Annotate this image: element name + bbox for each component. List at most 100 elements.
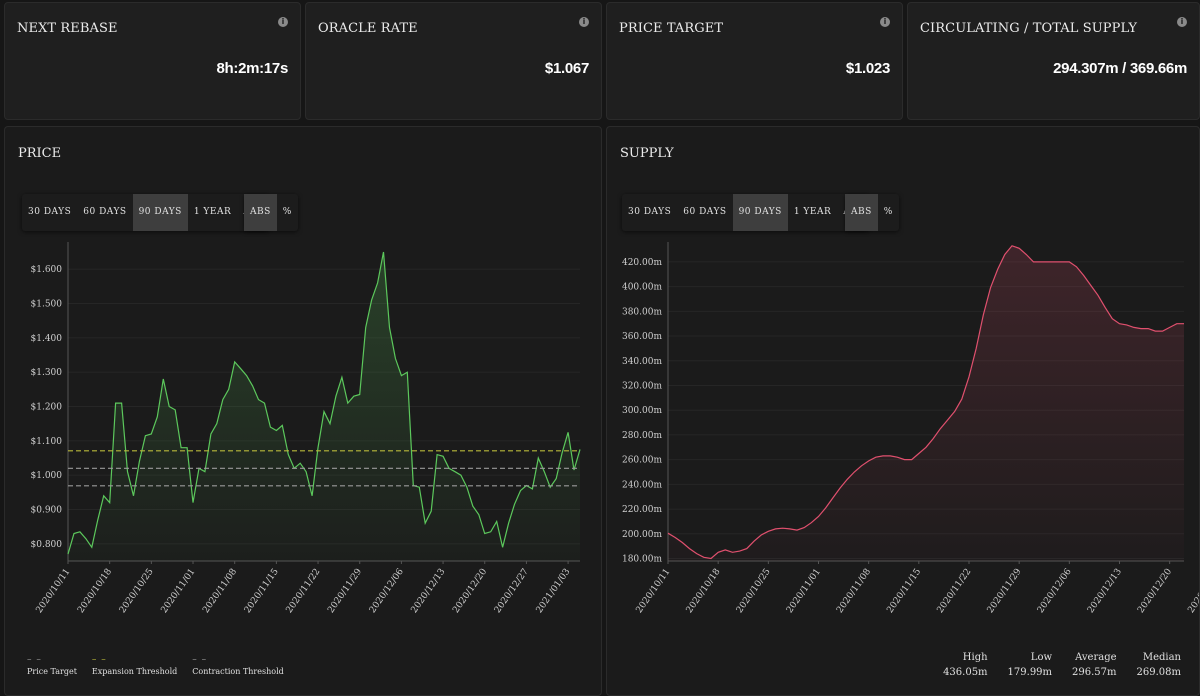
- x-tick-label: 2020/12/06: [368, 567, 406, 615]
- y-tick-label: $1.000: [31, 471, 63, 481]
- price-target-card: PRICE TARGET i $1.023: [606, 2, 903, 120]
- mode-selector: ABS %: [244, 194, 298, 231]
- range-60-days-button[interactable]: 60 DAYS: [83, 207, 127, 217]
- panel-title: SUPPLY: [620, 146, 674, 161]
- x-tick-label: 2021/01/03: [535, 567, 573, 615]
- x-tick-label: 2020/11/01: [785, 567, 823, 615]
- y-tick-label: 400.00m: [622, 283, 662, 293]
- y-tick-label: $1.300: [31, 368, 63, 378]
- series-area: [68, 252, 580, 561]
- info-icon[interactable]: i: [1177, 17, 1187, 27]
- y-tick-label: $0.900: [31, 506, 63, 516]
- legend-item[interactable]: – – Price Target: [27, 655, 77, 676]
- x-tick-label: 2020/11/29: [326, 567, 364, 615]
- x-tick-label: 2020/12/13: [1086, 567, 1124, 615]
- card-value: 294.307m / 369.66m: [1053, 60, 1187, 77]
- series-area: [668, 245, 1184, 562]
- mode-selector: ABS %: [845, 194, 899, 231]
- stat-label: Low: [1030, 652, 1053, 663]
- y-tick-label: $1.100: [31, 437, 63, 447]
- legend-swatch: – –: [91, 655, 107, 665]
- range-selector: 30 DAYS 60 DAYS 90 DAYS 1 YEAR ALL: [22, 194, 270, 231]
- x-tick-label: 2020/12/13: [410, 567, 448, 615]
- y-tick-label: $1.500: [31, 300, 63, 310]
- x-tick-label: 2020/10/25: [118, 567, 156, 615]
- info-icon[interactable]: i: [278, 17, 288, 27]
- card-value: $1.067: [544, 60, 589, 77]
- mode-percent-button[interactable]: %: [282, 207, 292, 217]
- y-tick-label: 420.00m: [622, 258, 662, 268]
- y-tick-label: $0.800: [31, 540, 63, 550]
- range-30-days-button[interactable]: 30 DAYS: [28, 207, 72, 217]
- stat-label: Median: [1142, 652, 1181, 663]
- legend-label: Expansion Threshold: [91, 667, 178, 676]
- supply-panel: SUPPLY 30 DAYS 60 DAYS 90 DAYS 1 YEAR AL…: [606, 126, 1200, 696]
- x-tick-label: 2020/10/18: [76, 567, 114, 615]
- x-tick-label: 2020/12/27: [493, 567, 531, 615]
- y-tick-label: 280.00m: [622, 431, 662, 441]
- y-tick-label: 360.00m: [622, 332, 662, 342]
- stat-value: 436.05m: [943, 667, 988, 678]
- stat-value: 296.57m: [1072, 667, 1117, 678]
- y-tick-label: 240.00m: [622, 480, 662, 490]
- x-tick-label: 2020/10/11: [35, 567, 73, 615]
- range-90-days-button[interactable]: 90 DAYS: [132, 194, 188, 231]
- x-tick-label: 2020/11/22: [936, 567, 974, 615]
- stat-average: Average 296.57m: [1072, 650, 1116, 680]
- x-tick-label: 2020/10/18: [685, 567, 723, 615]
- x-tick-label: 2020/11/15: [243, 567, 281, 615]
- x-tick-label: 2020/11/08: [201, 567, 239, 615]
- x-tick-label: 2020/10/11: [635, 567, 673, 615]
- x-tick-label: 2020/10/25: [735, 567, 773, 615]
- range-30-days-button[interactable]: 30 DAYS: [628, 207, 672, 217]
- stat-value: 269.08m: [1136, 667, 1181, 678]
- info-icon[interactable]: i: [880, 17, 890, 27]
- oracle-rate-card: ORACLE RATE i $1.067: [305, 2, 602, 120]
- y-tick-label: $1.200: [31, 403, 63, 413]
- y-tick-label: 260.00m: [622, 456, 662, 466]
- legend-swatch: – –: [192, 655, 208, 665]
- series-line: [67, 251, 581, 555]
- card-title: CIRCULATING / TOTAL SUPPLY: [920, 21, 1138, 36]
- range-1-year-button[interactable]: 1 YEAR: [193, 207, 232, 217]
- card-value: 8h:2m:17s: [216, 60, 288, 77]
- card-value: $1.023: [845, 60, 890, 77]
- supply-chart: 180.00m 200.00m 220.00m 240.00m 260.00m 280.0…: [622, 242, 1199, 615]
- x-tick-label: 2020/11/15: [885, 567, 923, 615]
- mode-abs-button[interactable]: ABS: [845, 194, 878, 231]
- y-tick-label: 180.00m: [622, 555, 662, 565]
- mode-percent-button[interactable]: %: [883, 207, 893, 217]
- price-panel: PRICE 30 DAYS 60 DAYS 90 DAYS 1 YEAR ALL…: [4, 126, 602, 696]
- y-tick-label: $1.600: [31, 265, 63, 275]
- range-1-year-button[interactable]: 1 YEAR: [793, 207, 832, 217]
- card-title: NEXT REBASE: [17, 21, 118, 36]
- mode-abs-button[interactable]: ABS: [244, 194, 277, 231]
- stat-median: Median 269.08m: [1137, 650, 1181, 680]
- x-tick-label: 2020/11/22: [285, 567, 323, 615]
- y-tick-label: 220.00m: [622, 505, 662, 515]
- legend-item[interactable]: – – Contraction Threshold: [192, 655, 283, 676]
- y-tick-label: 320.00m: [622, 381, 662, 391]
- x-tick-label: 2020/12/20: [1136, 567, 1174, 615]
- x-tick-label: 2020/12/27: [1186, 567, 1199, 615]
- info-icon[interactable]: i: [579, 17, 589, 27]
- x-tick-label: 2020/12/06: [1036, 567, 1074, 615]
- range-60-days-button[interactable]: 60 DAYS: [683, 207, 727, 217]
- price-legend: – – Price Target – – Expansion Threshold…: [27, 655, 284, 676]
- legend-label: Price Target: [27, 667, 77, 676]
- x-tick-label: 2020/11/29: [986, 567, 1024, 615]
- stat-low: Low 179.99m: [1008, 650, 1052, 680]
- legend-item[interactable]: – – Expansion Threshold: [92, 655, 177, 676]
- y-tick-label: 200.00m: [622, 530, 662, 540]
- range-90-days-button[interactable]: 90 DAYS: [732, 194, 788, 231]
- x-tick-label: 2020/11/08: [835, 567, 873, 615]
- x-tick-label: 2020/12/20: [451, 567, 489, 615]
- y-tick-label: $1.400: [31, 334, 63, 344]
- panel-title: PRICE: [18, 146, 62, 161]
- y-tick-label: 380.00m: [622, 307, 662, 317]
- stat-label: Average: [1075, 652, 1117, 663]
- card-title: ORACLE RATE: [318, 21, 418, 36]
- card-title: PRICE TARGET: [619, 21, 724, 36]
- stat-high: High 436.05m: [943, 650, 987, 680]
- y-tick-label: 300.00m: [622, 406, 662, 416]
